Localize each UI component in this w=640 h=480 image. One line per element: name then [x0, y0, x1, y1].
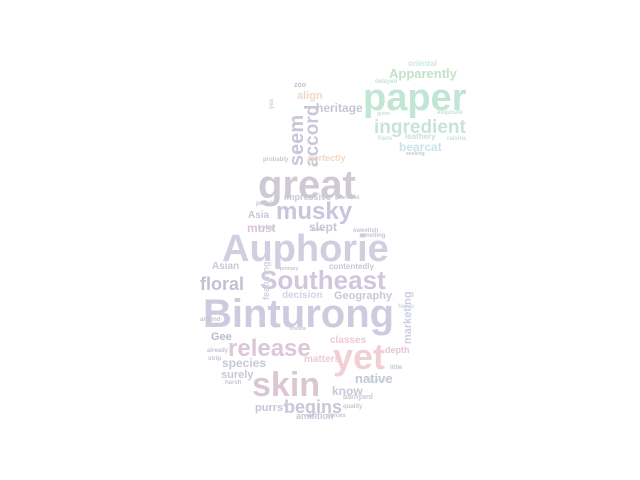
word: yes	[269, 98, 275, 109]
word: Geography	[334, 290, 393, 302]
word: ingredient	[374, 117, 466, 138]
word: given	[377, 111, 391, 117]
word: barnyard	[343, 394, 373, 401]
word: classes	[330, 335, 367, 346]
word: Asia	[248, 210, 270, 221]
word: delayed	[375, 79, 398, 85]
word: know	[332, 384, 363, 398]
word: aspect	[368, 378, 388, 384]
word: exquisite	[437, 110, 464, 116]
word: perfectly	[308, 153, 346, 163]
word: people	[256, 201, 276, 207]
word: already	[207, 348, 229, 354]
word: leathery	[405, 132, 436, 141]
word: Binturong	[203, 292, 395, 336]
word: purrs'	[255, 402, 286, 414]
word: sweetish	[353, 228, 379, 234]
word: featuring	[261, 261, 271, 300]
word: oriental	[408, 59, 437, 68]
word: raisins	[447, 136, 467, 142]
word: primary	[280, 266, 299, 272]
word: surely	[221, 369, 254, 381]
word: slept	[309, 220, 338, 234]
word: heritage	[316, 101, 363, 115]
word: strip	[208, 356, 222, 362]
word: musky	[276, 198, 353, 225]
word: bearcat	[399, 140, 442, 154]
word: seeking	[406, 151, 425, 157]
word: align	[297, 90, 323, 102]
word: uses	[312, 227, 324, 233]
word: probably	[263, 157, 289, 163]
word: gourmand	[335, 195, 360, 201]
word: Southeast	[260, 265, 386, 295]
word: trying	[258, 225, 275, 231]
word: zoo	[294, 82, 307, 89]
word: depth	[385, 345, 410, 355]
word: ambition	[296, 411, 334, 421]
word: matters	[304, 354, 341, 365]
word: marketing	[402, 291, 414, 344]
word: must	[247, 221, 276, 235]
word: around	[200, 317, 221, 323]
word: Apparently	[389, 66, 457, 81]
word: focus	[398, 304, 415, 310]
word: native	[355, 371, 393, 386]
word: Asian	[212, 261, 240, 272]
word: impressive	[284, 192, 332, 202]
word: quality	[343, 404, 363, 410]
word: floral	[200, 274, 245, 294]
word: Fans	[378, 136, 393, 142]
word: insists	[290, 326, 306, 332]
word: release	[228, 335, 311, 362]
word: Auphorie	[222, 228, 389, 270]
word: smelling	[361, 233, 386, 239]
word: yet	[333, 336, 386, 377]
word: species	[222, 356, 267, 370]
word: paper	[363, 77, 467, 119]
word: great	[258, 163, 356, 207]
word: decision	[282, 290, 323, 301]
word: skin	[252, 366, 321, 404]
word: contentedly	[329, 262, 374, 271]
word: Gee	[211, 331, 232, 343]
word: spices	[327, 413, 346, 419]
word: begins	[284, 397, 343, 417]
word: little	[390, 365, 403, 371]
word: harsh	[225, 380, 242, 386]
